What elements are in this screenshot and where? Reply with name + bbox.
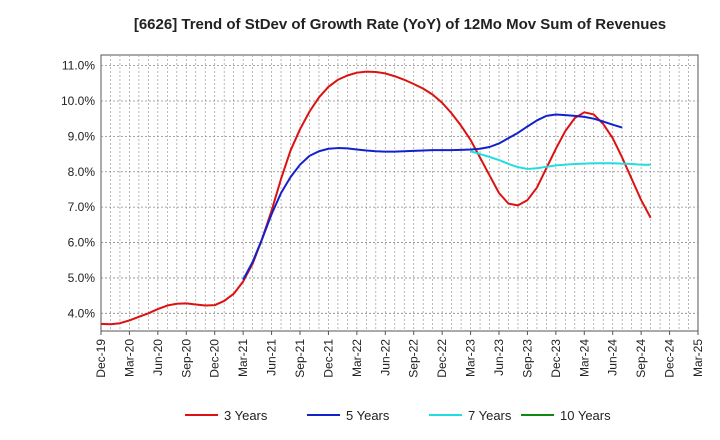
y-tick-label: 10.0% [61, 94, 95, 108]
x-tick-label: Jun-24 [606, 339, 620, 376]
x-tick-label: Sep-21 [293, 339, 307, 378]
x-tick-label: Sep-24 [634, 339, 648, 378]
series-group [100, 70, 652, 326]
x-tick-label: Dec-21 [321, 339, 335, 378]
x-tick-label: Dec-24 [663, 339, 677, 378]
x-tick-label: Jun-21 [265, 339, 279, 376]
x-tick-label: Sep-22 [407, 339, 421, 378]
series-line-5-years [242, 113, 623, 281]
y-tick-label: 4.0% [68, 306, 96, 320]
chart-title: [6626] Trend of StDev of Growth Rate (Yo… [134, 16, 666, 33]
y-tick-label: 9.0% [68, 129, 96, 143]
y-tick-label: 7.0% [68, 200, 96, 214]
legend: 3 Years 5 Years 7 Years 10 Years [185, 408, 611, 423]
y-tick-label: 5.0% [68, 271, 96, 285]
grid [101, 55, 698, 331]
x-tick-label: Jun-22 [378, 339, 392, 376]
x-tick-label: Sep-20 [179, 339, 193, 378]
y-tick-label: 11.0% [62, 59, 95, 73]
x-tick-label: Mar-23 [464, 339, 478, 377]
y-axis: 4.0% 5.0% 6.0% 7.0% 8.0% 9.0% 10.0% 11.0% [61, 59, 95, 321]
x-tick-label: Mar-22 [350, 339, 364, 377]
x-tick-label: Mar-20 [122, 339, 136, 377]
legend-label: 3 Years [224, 408, 268, 423]
y-tick-label: 6.0% [68, 236, 96, 250]
x-tick-label: Jun-23 [492, 339, 506, 376]
x-tick-label: Mar-21 [236, 339, 250, 377]
x-tick-label: Dec-22 [435, 339, 449, 378]
legend-label: 10 Years [560, 408, 611, 423]
x-axis: Dec-19 Mar-20 Jun-20 Sep-20 Dec-20 Mar-21 Jun-… [94, 331, 705, 378]
series-line-3-years [100, 70, 652, 326]
plot-area [100, 54, 699, 332]
x-tick-label: Dec-19 [94, 339, 108, 378]
x-tick-label: Sep-23 [520, 339, 534, 378]
legend-label: 5 Years [346, 408, 390, 423]
x-tick-label: Dec-20 [208, 339, 222, 378]
x-tick-label: Dec-23 [549, 339, 563, 378]
series-line-7-years [470, 150, 651, 170]
y-tick-label: 8.0% [68, 165, 96, 179]
x-tick-label: Mar-24 [577, 339, 591, 377]
x-tick-label: Mar-25 [691, 339, 705, 377]
x-tick-label: Jun-20 [151, 339, 165, 376]
legend-label: 7 Years [468, 408, 512, 423]
